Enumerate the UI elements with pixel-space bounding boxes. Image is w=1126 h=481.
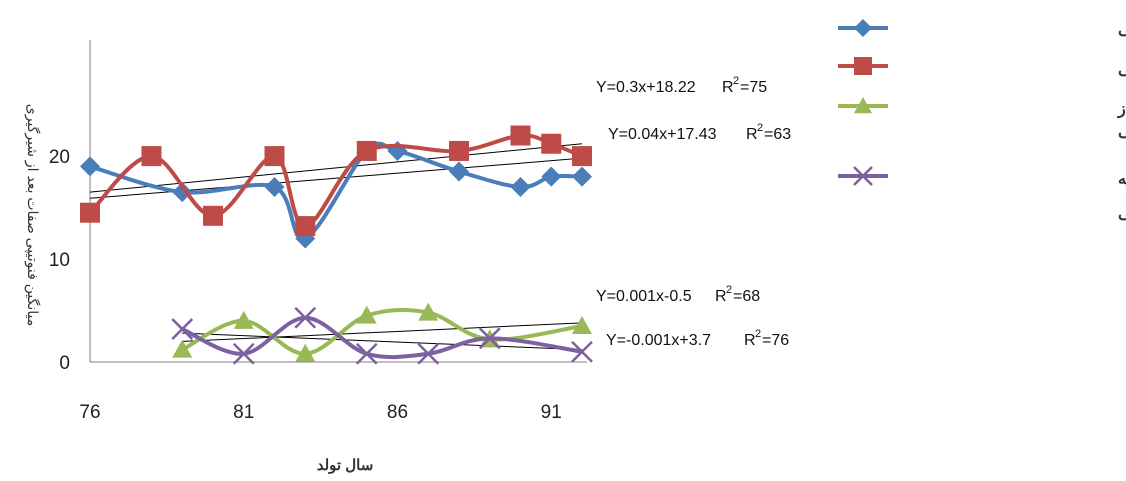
legend-label: ماهگی: [1118, 203, 1126, 222]
data-point: [572, 146, 592, 167]
data-point: [449, 140, 469, 161]
data-point: [418, 302, 439, 321]
trendline: [182, 332, 583, 351]
data-point: [854, 19, 872, 37]
data-point: [449, 161, 469, 182]
r2-value: =76: [762, 332, 789, 349]
r2-value: =75: [740, 79, 767, 96]
data-point: [264, 146, 285, 167]
y-axis-label: میانگین فنوتیپی صفات بعد از شیرگیری: [24, 104, 41, 326]
data-point: [356, 140, 377, 161]
legend-item: نه ماهگی: [838, 57, 1126, 78]
x-tick-label: 91: [541, 402, 562, 423]
data-point: [572, 166, 592, 187]
trendline: [89, 143, 583, 193]
data-point: [387, 140, 408, 161]
r2-prefix: R: [746, 126, 758, 143]
data-point: [355, 342, 378, 365]
legend-label: نه ماهگی: [1118, 59, 1126, 78]
r2-superscript: 2: [757, 122, 763, 134]
legend-label: نسبت کلیبر از سه ماهگی تا نه: [1118, 169, 1126, 189]
data-point: [80, 202, 100, 223]
series-path: [88, 133, 584, 229]
data-point: [80, 156, 100, 177]
trendlines: [89, 143, 583, 351]
legend-label: سه ماهگی تا نه ماهگی: [1118, 121, 1126, 140]
data-point: [295, 216, 316, 237]
data-point: [854, 57, 872, 75]
legend-item: میزان اضافه وزن روزانه از سه ماهگی تا نه …: [838, 97, 1126, 140]
legend-label: میزان اضافه وزن روزانه از: [1117, 101, 1126, 119]
trendline-equations: Y=0.3x+18.22 R 2 =75Y=0.04x+17.43 R 2 =63Y=0.0…: [596, 75, 791, 349]
series-path: [88, 141, 584, 241]
data-point: [478, 327, 501, 350]
data-point: [172, 339, 193, 358]
trendline-equation: Y=0.3x+18.22 R 2 =75: [596, 75, 767, 96]
data-point: [203, 205, 223, 226]
legend: شش ماهگی نه ماهگی میزان اضافه وزن روزانه ا…: [838, 19, 1126, 222]
series-group: [80, 125, 593, 365]
r2-superscript: 2: [726, 284, 732, 296]
y-tick-label: 20: [49, 147, 70, 168]
trendline-equation: Y=0.001x-0.5 R 2 =68: [596, 284, 760, 305]
trendline-equation: Y=-0.001x+3.7 R 2 =76: [606, 328, 789, 349]
r2-value: =68: [733, 288, 760, 305]
r2-superscript: 2: [733, 75, 739, 87]
y-tick-label: 10: [49, 250, 70, 271]
legend-label: شش ماهگی: [1118, 19, 1126, 39]
data-point: [571, 340, 593, 363]
data-point: [541, 133, 562, 154]
equation-text: Y=0.001x-0.5: [596, 288, 692, 305]
x-axis-label: سال تولد: [317, 457, 374, 474]
r2-prefix: R: [722, 79, 734, 96]
data-point: [172, 182, 193, 203]
x-tick-label: 76: [79, 402, 100, 423]
data-point: [264, 176, 285, 197]
data-point: [510, 176, 531, 197]
series-line: [171, 306, 593, 365]
trendline: [182, 322, 583, 342]
y-tick-label: 0: [59, 353, 70, 374]
x-tick-label: 86: [387, 402, 408, 423]
equation-text: Y=-0.001x+3.7: [606, 332, 711, 349]
r2-superscript: 2: [755, 328, 761, 340]
equation-text: Y=0.3x+18.22: [596, 79, 696, 96]
data-point: [233, 310, 254, 329]
data-point: [510, 125, 531, 146]
data-point: [294, 306, 317, 329]
legend-item: نسبت کلیبر از سه ماهگی تا نه ماهگی: [838, 166, 1126, 222]
plot-axes: 0 10 20 76 81 86 91: [49, 40, 587, 423]
trendline-equation: Y=0.04x+17.43 R 2 =63: [608, 122, 791, 143]
equation-text: Y=0.04x+17.43: [608, 126, 717, 143]
data-point: [141, 146, 162, 167]
series-line: [80, 125, 592, 237]
r2-prefix: R: [715, 288, 727, 305]
legend-item: شش ماهگی: [838, 19, 1126, 39]
data-point: [541, 166, 562, 187]
data-point: [417, 342, 440, 365]
data-point: [853, 166, 873, 186]
data-point: [572, 315, 592, 334]
r2-prefix: R: [744, 332, 756, 349]
data-point: [232, 342, 255, 365]
r2-value: =63: [764, 126, 791, 143]
data-point: [854, 97, 872, 114]
data-point: [295, 343, 316, 362]
data-point: [356, 305, 377, 324]
data-point: [171, 318, 194, 340]
x-tick-label: 81: [233, 402, 254, 423]
